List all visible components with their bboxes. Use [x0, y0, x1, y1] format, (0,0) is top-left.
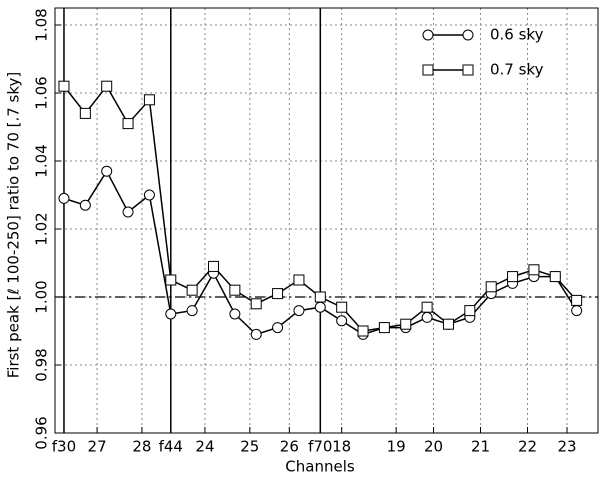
- x-tick-label: 21: [471, 438, 490, 456]
- data-point: [143, 189, 155, 201]
- data-point: [507, 271, 519, 283]
- y-tick-label: 0.98: [33, 348, 51, 381]
- legend-marker: [462, 29, 474, 41]
- x-axis-label: Channels: [285, 458, 355, 476]
- x-tick-label: 25: [240, 438, 259, 456]
- legend-marker: [462, 64, 474, 76]
- data-point: [571, 305, 583, 317]
- legend-marker: [422, 64, 434, 76]
- x-tick-label: 26: [280, 438, 299, 456]
- x-tick-label: 18: [332, 438, 351, 456]
- x-tick-label: f70: [308, 438, 332, 456]
- y-tick-label: 1.04: [33, 144, 51, 177]
- legend-label: 0.7 sky: [490, 61, 544, 79]
- data-point: [464, 305, 476, 317]
- data-point: [250, 328, 262, 340]
- data-point: [485, 281, 497, 293]
- data-point: [250, 298, 262, 310]
- x-tick-label: f44: [159, 438, 183, 456]
- legend-marker: [422, 29, 434, 41]
- legend-label: 0.6 sky: [490, 26, 544, 44]
- y-tick-label: 1.06: [33, 76, 51, 109]
- data-point: [378, 322, 390, 334]
- data-point: [186, 284, 198, 296]
- data-point: [229, 284, 241, 296]
- data-point: [272, 288, 284, 300]
- y-tick-label: 1.00: [33, 280, 51, 313]
- y-tick-label: 0.96: [33, 416, 51, 449]
- data-point: [357, 325, 369, 337]
- data-point: [571, 294, 583, 306]
- data-point: [58, 80, 70, 92]
- data-point: [421, 311, 433, 323]
- data-point: [143, 94, 155, 106]
- data-point: [79, 107, 91, 119]
- x-tick-label: 19: [387, 438, 406, 456]
- y-tick-label: 1.08: [33, 8, 51, 41]
- x-tick-label: 28: [132, 438, 151, 456]
- data-point: [79, 199, 91, 211]
- data-point: [336, 315, 348, 327]
- data-point: [101, 165, 113, 177]
- data-point: [549, 271, 561, 283]
- data-point: [272, 322, 284, 334]
- data-point: [442, 318, 454, 330]
- data-point: [336, 301, 348, 313]
- y-tick-label: 1.02: [33, 212, 51, 245]
- data-point: [165, 308, 177, 320]
- x-tick-label: 27: [88, 438, 107, 456]
- data-point: [186, 305, 198, 317]
- data-point: [314, 301, 326, 313]
- data-point: [165, 274, 177, 286]
- y-axis-label: First peak [ℓ 100-250] ratio to 70 [.7 s…: [5, 72, 23, 379]
- data-point: [122, 206, 134, 218]
- data-point: [207, 260, 219, 272]
- data-point: [58, 192, 70, 204]
- data-point: [229, 308, 241, 320]
- data-point: [314, 291, 326, 303]
- data-point: [400, 318, 412, 330]
- x-tick-label: 22: [518, 438, 537, 456]
- data-point: [293, 305, 305, 317]
- data-point: [122, 118, 134, 130]
- plot-frame: [54, 7, 599, 434]
- x-tick-label: 24: [195, 438, 214, 456]
- x-tick-label: 20: [424, 438, 443, 456]
- data-point: [101, 80, 113, 92]
- x-tick-label: 23: [557, 438, 576, 456]
- x-tick-label: f30: [52, 438, 76, 456]
- data-point: [421, 301, 433, 313]
- data-point: [528, 264, 540, 276]
- data-point: [293, 274, 305, 286]
